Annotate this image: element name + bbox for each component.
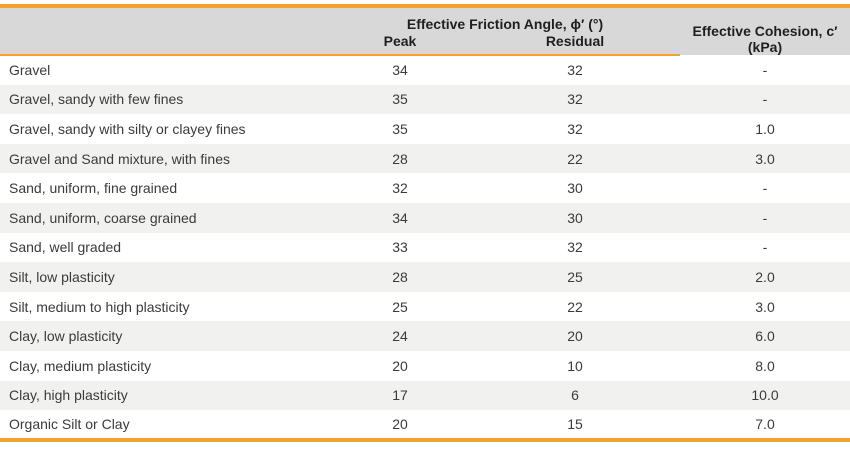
residual-value-cell: 30: [567, 209, 583, 226]
material-cell: Organic Silt or Clay: [9, 415, 130, 432]
residual-value-cell: 15: [567, 415, 583, 432]
header-empty-cell: [0, 6, 330, 32]
material-cell: Gravel: [9, 62, 51, 79]
header-sub-row: Peak Residual: [0, 32, 850, 56]
cohesion-value-cell: -: [762, 239, 768, 256]
table-row: Clay, high plasticity 17 6 10.0: [0, 380, 850, 411]
material-cell: Gravel, sandy with few fines: [9, 91, 184, 108]
table-row: Gravel 34 32 -: [0, 55, 850, 85]
friction-angle-group-header: Effective Friction Angle, ϕ′ (°): [330, 6, 680, 32]
residual-value-cell: 20: [567, 328, 583, 345]
material-cell: Sand, uniform, fine grained: [9, 180, 178, 197]
cohesion-header-unit: (kPa): [747, 38, 783, 55]
residual-column-header: Residual: [470, 32, 680, 56]
cohesion-value-cell: -: [762, 209, 768, 226]
soil-properties-table: Effective Friction Angle, ϕ′ (°) Effecti…: [0, 4, 850, 442]
cohesion-header: Effective Cohesion, c′ (kPa): [680, 6, 850, 55]
peak-value-cell: 32: [392, 180, 408, 197]
table-row: Gravel and Sand mixture, with fines 28 2…: [0, 143, 850, 174]
header-empty-cell-2: [0, 32, 330, 56]
table-row: Silt, low plasticity 28 25 2.0: [0, 262, 850, 292]
cohesion-value-cell: 10.0: [751, 387, 779, 404]
material-cell: Gravel, sandy with silty or clayey fines: [9, 120, 246, 137]
material-cell: Silt, low plasticity: [9, 268, 115, 285]
cohesion-value-cell: 3.0: [755, 298, 775, 315]
table-row: Clay, low plasticity 24 20 6.0: [0, 321, 850, 351]
peak-column-header: Peak: [330, 32, 470, 56]
cohesion-value-cell: 3.0: [755, 150, 775, 167]
residual-value-cell: 30: [567, 180, 583, 197]
peak-value-cell: 28: [392, 150, 408, 167]
cohesion-value-cell: -: [762, 61, 768, 78]
table-row: Sand, uniform, coarse grained 34 30 -: [0, 202, 850, 233]
peak-value-cell: 34: [392, 209, 408, 226]
peak-value-cell: 34: [392, 62, 408, 79]
table-row: Organic Silt or Clay 20 15 7.0: [0, 410, 850, 440]
cohesion-value-cell: 1.0: [755, 120, 775, 137]
material-cell: Clay, medium plasticity: [9, 357, 152, 374]
residual-value-cell: 10: [567, 357, 583, 374]
material-cell: Sand, uniform, coarse grained: [9, 209, 197, 226]
peak-value-cell: 35: [392, 120, 408, 137]
cohesion-value-cell: -: [762, 91, 768, 108]
material-cell: Silt, medium to high plasticity: [9, 298, 190, 315]
table-body: Gravel 34 32 - Gravel, sandy with few fi…: [0, 55, 850, 440]
table-row: Sand, uniform, fine grained 32 30 -: [0, 173, 850, 203]
residual-value-cell: 32: [567, 120, 583, 137]
residual-value-cell: 32: [567, 62, 583, 79]
peak-value-cell: 20: [392, 415, 408, 432]
table-row: Gravel, sandy with silty or clayey fines…: [0, 114, 850, 144]
material-cell: Clay, high plasticity: [9, 387, 128, 404]
table-row: Sand, well graded 33 32 -: [0, 232, 850, 263]
table-row: Gravel, sandy with few fines 35 32 -: [0, 84, 850, 115]
residual-value-cell: 32: [567, 91, 583, 108]
cohesion-value-cell: 6.0: [755, 328, 775, 345]
residual-value-cell: 25: [567, 268, 583, 285]
peak-value-cell: 33: [392, 239, 408, 256]
residual-value-cell: 32: [567, 239, 583, 256]
peak-value-cell: 20: [392, 357, 408, 374]
document-page: Effective Friction Angle, ϕ′ (°) Effecti…: [0, 4, 850, 442]
cohesion-value-cell: 2.0: [755, 268, 775, 285]
peak-value-cell: 24: [392, 328, 408, 345]
header-group-row: Effective Friction Angle, ϕ′ (°) Effecti…: [0, 6, 850, 55]
peak-value-cell: 35: [392, 91, 408, 108]
table-row: Silt, medium to high plasticity 25 22 3.…: [0, 291, 850, 322]
cohesion-value-cell: 8.0: [755, 357, 775, 374]
residual-value-cell: 22: [567, 298, 583, 315]
peak-value-cell: 28: [392, 268, 408, 285]
residual-value-cell: 22: [567, 150, 583, 167]
material-cell: Clay, low plasticity: [9, 328, 123, 345]
material-cell: Sand, well graded: [9, 239, 122, 256]
cohesion-value-cell: 7.0: [755, 415, 775, 432]
cohesion-value-cell: -: [762, 180, 768, 197]
material-cell: Gravel and Sand mixture, with fines: [9, 150, 230, 167]
table-header: Effective Friction Angle, ϕ′ (°) Effecti…: [0, 6, 850, 56]
cohesion-header-label: Effective Cohesion, c′: [692, 22, 838, 39]
table-row: Clay, medium plasticity 20 10 8.0: [0, 350, 850, 381]
residual-value-cell: 6: [571, 387, 579, 404]
peak-value-cell: 17: [392, 387, 408, 404]
peak-value-cell: 25: [392, 298, 408, 315]
